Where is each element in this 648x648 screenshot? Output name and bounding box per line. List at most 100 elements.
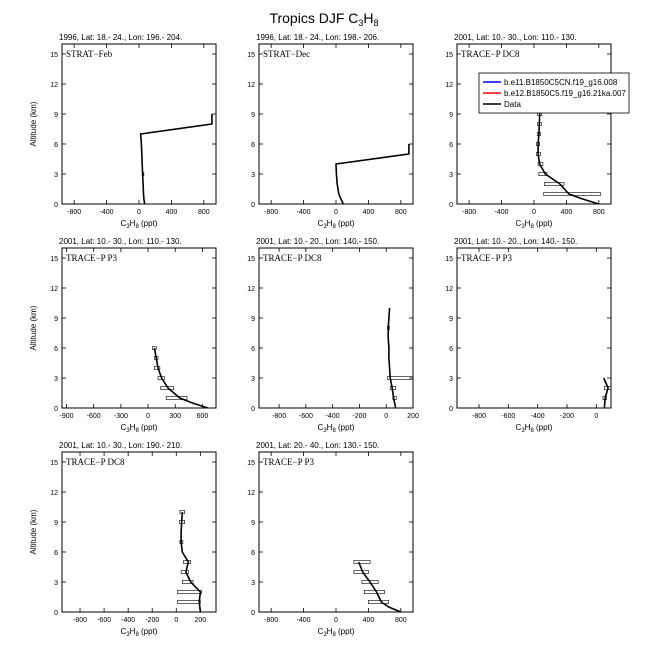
y-tick-label: 0: [54, 610, 58, 617]
x-axis-label-sub1: 3: [521, 224, 525, 230]
x-axis-label-main: C: [318, 423, 324, 432]
x-tick-label: -400: [297, 617, 311, 624]
y-tick-label: 6: [54, 550, 58, 557]
y-tick-label: 3: [54, 376, 58, 383]
panel-3: 2001, Lat: 10.- 30., Lon: 110.- 130. TRAC…: [445, 33, 630, 230]
plot-frame: [61, 247, 217, 409]
panel-header: 2001, Lat: 10.- 30., Lon: 110.- 130.: [59, 237, 182, 246]
x-tick-label: -800: [264, 209, 278, 216]
x-tick-label: 800: [593, 209, 605, 216]
x-axis-label: C3H8 (ppt): [516, 219, 553, 230]
title-sub1: 3: [358, 18, 363, 28]
y-tick-label: 0: [54, 202, 58, 209]
y-axis-label: Altitude (km): [29, 305, 38, 350]
x-axis-label: C3H8 (ppt): [516, 423, 553, 434]
x-axis-label-sub1: 3: [323, 428, 327, 434]
legend: b.e11.B1850C5CN.f19_g16.008 b.e12.B1850C5…: [478, 72, 630, 114]
panel-6: 2001, Lat: 10.- 20., Lon: 140.- 150. TRAC…: [445, 237, 612, 434]
legend-label: b.e11.B1850C5CN.f19_g16.008: [504, 78, 618, 87]
y-tick-label: 12: [50, 82, 58, 89]
legend-label: Data: [504, 100, 521, 109]
y-tick-label: 15: [247, 52, 255, 59]
y-tick-label: 6: [251, 346, 255, 353]
y-tick-label: 9: [449, 316, 453, 323]
panel-header: 2001, Lat: 20.- 40., Lon: 130.- 150.: [256, 441, 379, 450]
campaign-label: STRAT−Feb: [66, 49, 113, 59]
panel-header: 1996, Lat: 18.- 24., Lon: 198.- 206.: [256, 33, 379, 42]
data-layer: [602, 377, 611, 408]
x-tick-label: -400: [531, 413, 545, 420]
panel-1: 1996, Lat: 18.- 24., Lon: 196.- 204. STRA…: [29, 33, 217, 230]
x-axis-label-sub2: 8: [332, 224, 336, 230]
error-bar: [177, 600, 201, 604]
x-axis-label-sub2: 8: [135, 224, 139, 230]
y-tick-label: 9: [251, 520, 255, 527]
x-axis-label-main: C: [516, 423, 522, 432]
legend-label: b.e12.B1850C5.f19_g16.21ka.007: [504, 89, 626, 98]
x-tick-label: 600: [197, 413, 209, 420]
campaign-label: TRACE−P P3: [263, 457, 315, 467]
x-tick-label: 0: [146, 413, 150, 420]
plot-frame: [258, 43, 414, 205]
series-line-1: [335, 144, 410, 204]
x-tick-label: 800: [395, 617, 407, 624]
x-axis-label: C3H8 (ppt): [318, 627, 355, 638]
error-bar: [538, 172, 548, 176]
panel-4: 2001, Lat: 10.- 30., Lon: 110.- 130. TRAC…: [29, 237, 217, 434]
y-tick-label: 12: [50, 490, 58, 497]
x-tick-label: -200: [352, 413, 366, 420]
panels: 1996, Lat: 18.- 24., Lon: 196.- 204. STRA…: [29, 33, 630, 638]
x-tick-label: -800: [73, 617, 87, 624]
x-tick-label: 0: [532, 209, 536, 216]
x-tick-label: -800: [67, 209, 81, 216]
y-tick-label: 6: [54, 346, 58, 353]
x-axis-label-main: C: [318, 627, 324, 636]
x-axis-label-sub1: 3: [521, 428, 525, 434]
series-line-1: [139, 114, 213, 204]
x-tick-label: 0: [137, 209, 141, 216]
y-tick-label: 9: [54, 316, 58, 323]
panel-header: 2001, Lat: 10.- 20., Lon: 140.- 150.: [256, 237, 379, 246]
y-tick-label: 0: [449, 406, 453, 413]
data-layer: [536, 102, 601, 204]
y-tick-label: 3: [251, 172, 255, 179]
campaign-label: TRACE−P P3: [66, 253, 118, 263]
x-tick-label: -900: [60, 413, 74, 420]
y-tick-label: 6: [251, 142, 255, 149]
error-bar: [353, 560, 371, 564]
y-tick-label: 3: [251, 376, 255, 383]
y-tick-label: 3: [54, 580, 58, 587]
panel-header: 1996, Lat: 18.- 24., Lon: 196.- 204.: [59, 33, 182, 42]
x-tick-label: -300: [114, 413, 128, 420]
x-axis-label: C3H8 (ppt): [318, 423, 355, 434]
data-layer: [152, 346, 209, 408]
y-tick-label: 6: [54, 142, 58, 149]
y-tick-label: 12: [50, 286, 58, 293]
error-bar: [368, 600, 389, 604]
x-axis-label-sub1: 3: [126, 224, 130, 230]
x-axis-label-sub2: 8: [332, 428, 336, 434]
series-line-1: [180, 511, 202, 612]
legend-box: [478, 72, 630, 114]
x-axis-label-sub2: 8: [135, 428, 139, 434]
panel-8: 2001, Lat: 20.- 40., Lon: 130.- 150. TRAC…: [247, 441, 414, 638]
error-bar: [177, 590, 202, 594]
y-tick-label: 15: [50, 52, 58, 59]
plot-frame: [61, 451, 217, 613]
x-axis-label-mid: H: [327, 627, 333, 636]
x-tick-label: -200: [145, 617, 159, 624]
campaign-label: TRACE−P P3: [461, 253, 513, 263]
x-axis-label-sub1: 3: [323, 224, 327, 230]
x-axis-label-sub2: 8: [530, 224, 534, 230]
data-layer: [353, 560, 402, 612]
y-tick-label: 3: [449, 172, 453, 179]
plot-frame: [258, 247, 414, 409]
x-tick-label: -600: [501, 413, 515, 420]
y-tick-label: 9: [251, 112, 255, 119]
x-axis-label: C3H8 (ppt): [121, 627, 158, 638]
x-axis-label-unit: (ppt): [336, 423, 355, 432]
x-tick-label: -400: [326, 413, 340, 420]
y-tick-label: 3: [449, 376, 453, 383]
y-tick-label: 15: [445, 52, 453, 59]
